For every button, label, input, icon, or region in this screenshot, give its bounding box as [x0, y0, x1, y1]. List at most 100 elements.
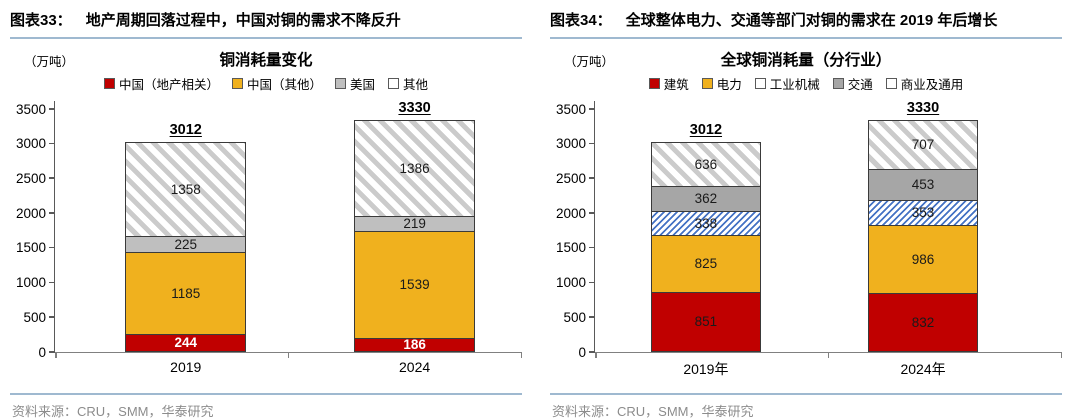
segment-value-label: 453	[911, 177, 935, 193]
y-axis-tick-label: 3000	[15, 135, 46, 151]
legend-label: 电力	[716, 78, 742, 92]
x-axis-tick	[595, 352, 597, 358]
segment-value-label: 186	[403, 337, 426, 353]
figure-33-header: 图表33： 地产周期回落过程中，中国对铜的需求不降反升	[10, 6, 522, 39]
y-axis-tick	[589, 142, 595, 145]
y-axis-tick	[49, 246, 55, 249]
y-axis-tick	[589, 351, 595, 353]
figure-33-label: 图表33：	[10, 12, 72, 29]
chart-34-title-row: （万吨） 全球铜消耗量（分行业）	[550, 48, 1062, 70]
segment-value-label: 1185	[171, 285, 201, 301]
y-axis-tick	[49, 351, 55, 353]
bar-total-label: 3330	[906, 99, 940, 116]
y-axis-tick-label: 2000	[15, 205, 46, 221]
figure-33-source: 资料来源：CRU，SMM，华泰研究	[10, 393, 522, 420]
y-axis-tick-label: 1500	[15, 240, 46, 256]
bar-segment: 186	[353, 337, 476, 353]
y-axis-tick	[589, 316, 595, 318]
legend-label: 中国（地产相关）	[118, 78, 219, 92]
legend-label: 交通	[847, 78, 873, 92]
stacked-bar-2024: 186 1539 219 1386 3330	[353, 100, 476, 353]
legend-item: 美国	[335, 74, 375, 93]
segment-value-label: 244	[174, 335, 198, 351]
legend-item: 交通	[832, 74, 873, 93]
y-axis-tick-label: 1000	[15, 274, 46, 290]
y-axis-tick-label: 2500	[555, 170, 586, 186]
x-axis-tick	[55, 352, 57, 358]
bar-segment: 225	[125, 236, 247, 253]
bar-segment: 362	[651, 186, 761, 213]
x-axis-category-label: 2019	[170, 359, 202, 375]
x-axis-category-label: 2024年	[900, 361, 946, 377]
bar-segment: 219	[353, 216, 476, 233]
x-axis-category-label: 2024	[399, 359, 431, 375]
segment-value-label: 851	[694, 314, 718, 330]
bar-segment: 986	[868, 224, 978, 295]
figure-34-label: 图表34：	[550, 12, 612, 29]
y-axis-tick-label: 0	[38, 344, 46, 360]
x-axis-tick	[520, 352, 522, 358]
legend-item: 工业机械	[754, 74, 820, 93]
y-axis-tick-label: 3500	[555, 101, 586, 117]
x-axis-category-label: 2019年	[683, 361, 729, 377]
stacked-bar-2019年: 851 825 338 362 636 3012	[651, 109, 761, 352]
legend-label: 美国	[350, 78, 376, 92]
bar-segment: 353	[868, 200, 978, 226]
y-axis-tick	[589, 212, 595, 214]
bar-segment: 1539	[353, 231, 476, 340]
y-axis-tick	[49, 316, 55, 318]
figure-34-header: 图表34： 全球整体电力、交通等部门对铜的需求在 2019 年后增长	[550, 6, 1062, 39]
segment-value-label: 225	[174, 236, 198, 252]
bar-segment: 244	[125, 334, 247, 352]
chart-33-unit-label: （万吨）	[24, 55, 75, 69]
bar-segment: 1358	[125, 141, 247, 238]
y-axis-tick	[49, 212, 55, 214]
legend-swatch-icon	[648, 78, 660, 89]
legend-item: 建筑	[648, 74, 689, 93]
bar-segment: 1185	[125, 251, 247, 336]
bar-total-label: 3330	[398, 99, 431, 116]
segment-value-label: 219	[403, 216, 426, 232]
legend-item: 电力	[701, 74, 742, 93]
segment-value-label: 832	[911, 314, 935, 330]
legend-label: 商业及通用	[900, 78, 964, 92]
figure-34-panel: 图表34： 全球整体电力、交通等部门对铜的需求在 2019 年后增长 （万吨） 全…	[540, 0, 1080, 420]
legend-label: 建筑	[663, 78, 689, 92]
legend-label: 工业机械	[769, 78, 820, 92]
segment-value-label: 1386	[399, 160, 430, 176]
stacked-bar-2024年: 832 986 353 453 707 3330	[868, 100, 978, 352]
legend-swatch-icon	[103, 78, 115, 89]
chart-34-unit-label: （万吨）	[564, 55, 615, 69]
x-axis-tick	[1060, 352, 1062, 358]
source-text: 资料来源：CRU，SMM，华泰研究	[12, 404, 214, 419]
y-axis-tick-label: 2000	[555, 205, 586, 221]
segment-value-label: 1539	[399, 277, 430, 293]
source-text: 资料来源：CRU，SMM，华泰研究	[552, 404, 754, 419]
y-axis-tick	[589, 246, 595, 249]
segment-value-label: 825	[694, 256, 718, 272]
bar-segment: 338	[651, 211, 761, 236]
x-axis-tick	[827, 352, 829, 358]
legend-item: 商业及通用	[885, 74, 964, 93]
segment-value-label: 338	[694, 215, 718, 231]
chart-34-title: 全球铜消耗量（分行业）	[720, 52, 892, 69]
legend-swatch-icon	[754, 78, 766, 89]
segment-value-label: 353	[911, 205, 935, 221]
bar-total-label: 3012	[169, 121, 202, 138]
bar-segment: 636	[651, 141, 761, 188]
chart-34-legend: 建筑 电力 工业机械 交通 商业及通用	[550, 75, 1062, 92]
y-axis-tick	[589, 281, 595, 284]
legend-swatch-icon	[701, 78, 713, 89]
figure-33-title: 地产周期回落过程中，中国对铜的需求不降反升	[85, 12, 401, 29]
y-axis-tick	[589, 177, 595, 179]
y-axis-tick-label: 1000	[555, 274, 586, 290]
y-axis-tick-label: 2500	[15, 170, 46, 186]
y-axis-tick	[589, 108, 595, 110]
chart-34-plot-wrap: 0 500 1000 1500 2000 2500 3000 3500 851 825 338 362…	[550, 100, 1062, 377]
segment-value-label: 986	[911, 251, 935, 267]
y-axis-tick-label: 3000	[555, 135, 586, 151]
bar-segment: 851	[651, 291, 761, 352]
y-axis-tick-label: 3500	[15, 101, 46, 117]
y-axis-tick	[49, 108, 55, 110]
